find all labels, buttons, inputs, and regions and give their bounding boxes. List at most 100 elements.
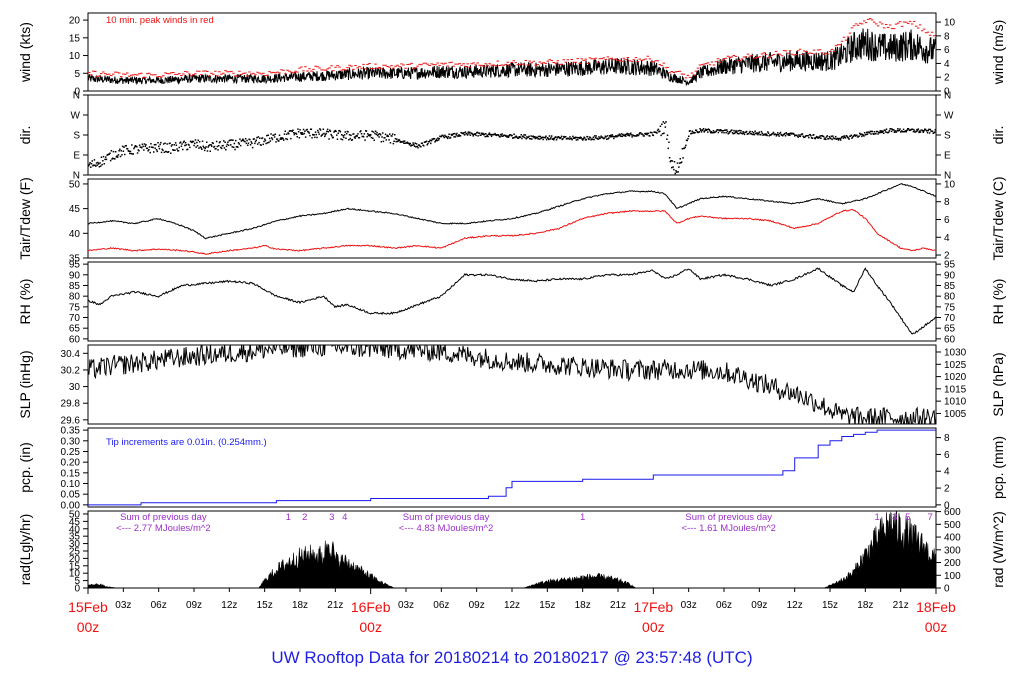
series-pcp-0 <box>88 429 936 506</box>
x-day-label: 17Feb <box>633 599 673 615</box>
y-axis-label-right: wind (m/s) <box>990 20 1006 86</box>
y-tick-label: 15 <box>69 33 81 44</box>
panel-series-group <box>88 121 936 175</box>
x-tick-label: 06z <box>716 600 732 611</box>
y-right-tick-label: 500 <box>944 520 961 531</box>
panel-wind: 0 5 10 15 20 0 2 4 6 8 10 wind (kts) wind (m/s) 10 mi… <box>17 12 1006 98</box>
y-right-tick-label: 65 <box>944 324 956 335</box>
x-day-z-label: 00z <box>77 619 100 635</box>
y-tick-label: N <box>73 171 80 182</box>
y-right-tick-label: 100 <box>944 571 961 582</box>
y-right-tick-label: 4 <box>944 467 950 478</box>
y-right-tick-label: S <box>944 131 951 142</box>
y-axis-label-left: SLP (inHg) <box>17 350 33 418</box>
y-right-tick-label: 1025 <box>944 360 967 371</box>
y-tick-label: 30.2 <box>61 365 81 376</box>
y-right-tick-label: 0 <box>944 500 950 511</box>
y-right-tick-label: 10 <box>944 18 956 29</box>
rad-marker-digit: 1 <box>580 512 585 523</box>
x-tick-label: 18z <box>857 600 873 611</box>
y-tick-label: 0.05 <box>61 490 81 501</box>
y-tick-label: 25 <box>69 546 81 557</box>
rad-marker-digit: 4 <box>342 512 347 523</box>
y-right-tick-label: 70 <box>944 313 956 324</box>
y-tick-label: 5 <box>74 576 80 587</box>
y-tick-label: 0.25 <box>61 447 81 458</box>
y-right-tick-label: 0 <box>944 584 950 595</box>
y-right-tick-label: 300 <box>944 545 961 556</box>
rad-marker-digit: 1 <box>286 512 291 523</box>
y-tick-label: 0.20 <box>61 458 81 469</box>
y-tick-label: 70 <box>69 313 81 324</box>
y-right-tick-label: 6 <box>944 45 950 56</box>
x-tick-label: 09z <box>751 600 767 611</box>
series-dir-0 <box>88 121 936 175</box>
panel-frame <box>87 427 937 508</box>
y-axis-label-left: dir. <box>17 126 33 145</box>
y-right-tick-label: 400 <box>944 533 961 544</box>
series-temp-1 <box>88 208 936 255</box>
y-tick-label: 0 <box>74 87 80 98</box>
x-axis: 03z 06z 09z 12z 15z 18z 21z 03z 06z 09z 12z 15z 18z 2… <box>68 588 956 635</box>
y-axis-label-right: RH (%) <box>990 279 1006 325</box>
y-tick-label: 35 <box>69 254 81 265</box>
y-right-tick-label: 1030 <box>944 347 967 358</box>
x-tick-label: 15z <box>539 600 555 611</box>
panel-frame <box>87 510 937 589</box>
y-right-tick-label: 60 <box>944 334 956 345</box>
panel-frame <box>87 344 937 425</box>
series-wind-1 <box>88 18 936 79</box>
x-tick-label: 06z <box>151 600 167 611</box>
y-axis-label-left: Tair/Tdew (F) <box>17 177 33 259</box>
y-tick-label: 35 <box>69 532 81 543</box>
daily-sum-note-line1: Sum of previous day <box>403 512 490 523</box>
rad-marker-digit: 7 <box>927 512 932 523</box>
x-tick-label: 09z <box>469 600 485 611</box>
x-day-label: 15Feb <box>68 599 108 615</box>
y-tick-label: 20 <box>69 554 81 565</box>
y-right-tick-label: 6 <box>944 450 950 461</box>
x-day-label: 16Feb <box>351 599 391 615</box>
y-tick-label: 30 <box>69 382 81 393</box>
rad-marker-digit: 1 <box>874 512 879 523</box>
series-temp-0 <box>88 183 936 240</box>
series-slp-0 <box>88 345 936 424</box>
rad-marker-digit: 5 <box>905 512 910 523</box>
y-axis-label-right: pcp. (mm) <box>990 436 1006 499</box>
y-right-tick-label: N <box>944 91 951 102</box>
y-tick-label: 85 <box>69 281 81 292</box>
panel-annotation: 10 min. peak winds in red <box>106 15 214 26</box>
y-right-tick-label: 10 <box>944 179 956 190</box>
x-day-z-label: 00z <box>359 619 382 635</box>
y-tick-label: 40 <box>69 524 81 535</box>
panel-series-group <box>88 183 936 255</box>
daily-sum-note-line2: <--- 1.61 MJoules/m^2 <box>681 523 775 534</box>
y-axis-label-right: Tair/Tdew (C) <box>990 176 1006 260</box>
y-right-tick-label: N <box>944 171 951 182</box>
y-axis-label-left: wind (kts) <box>17 22 33 83</box>
y-right-tick-label: 1005 <box>944 409 967 420</box>
panel-pcp: 0.000.050.100.150.200.250.300.35 0 2 4 6 8 pcp… <box>17 426 1006 512</box>
y-tick-label: 0.00 <box>61 500 81 511</box>
x-tick-label: 18z <box>575 600 591 611</box>
x-tick-label: 03z <box>398 600 414 611</box>
panel-frame <box>87 261 937 342</box>
y-tick-label: 5 <box>74 69 80 80</box>
y-right-tick-label: E <box>944 151 951 162</box>
panel-rad: 051015202530354045500100200300400500600r… <box>17 507 1006 594</box>
y-axis-label-left: rad(Lgly/hr) <box>17 514 33 586</box>
panel-frame <box>87 12 937 92</box>
x-tick-label: 03z <box>681 600 697 611</box>
y-tick-label: 95 <box>69 260 81 271</box>
series-rad-0 <box>88 511 936 588</box>
y-right-tick-label: 2 <box>944 73 950 84</box>
y-tick-label: W <box>71 111 81 122</box>
x-tick-label: 21z <box>893 600 909 611</box>
y-tick-label: 20 <box>69 16 81 27</box>
panel-series-group <box>88 345 936 424</box>
panel-series-group <box>88 511 936 588</box>
x-tick-label: 12z <box>787 600 803 611</box>
